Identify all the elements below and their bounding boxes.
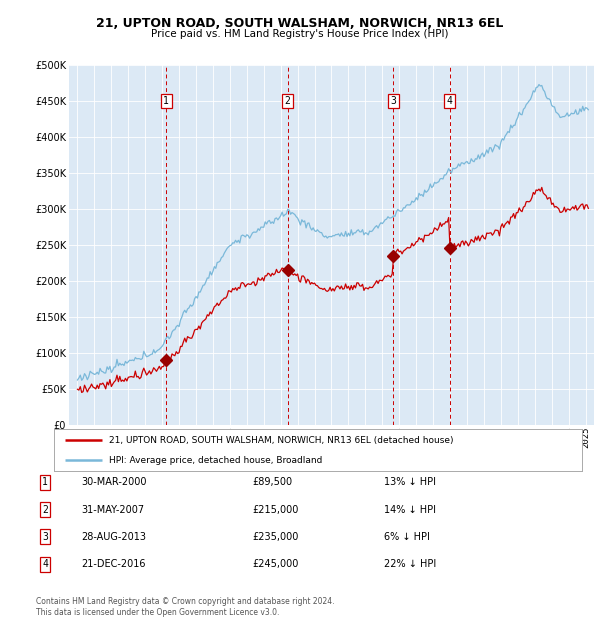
Text: HPI: Average price, detached house, Broadland: HPI: Average price, detached house, Broa… xyxy=(109,456,323,465)
Text: 31-MAY-2007: 31-MAY-2007 xyxy=(81,505,144,515)
Text: 1: 1 xyxy=(42,477,48,487)
Text: £245,000: £245,000 xyxy=(252,559,298,569)
Text: 4: 4 xyxy=(42,559,48,569)
Text: £235,000: £235,000 xyxy=(252,532,298,542)
Text: 22% ↓ HPI: 22% ↓ HPI xyxy=(384,559,436,569)
Text: 30-MAR-2000: 30-MAR-2000 xyxy=(81,477,146,487)
Text: £215,000: £215,000 xyxy=(252,505,298,515)
Text: 3: 3 xyxy=(42,532,48,542)
Text: Contains HM Land Registry data © Crown copyright and database right 2024.: Contains HM Land Registry data © Crown c… xyxy=(36,597,335,606)
Text: 6% ↓ HPI: 6% ↓ HPI xyxy=(384,532,430,542)
Text: 21, UPTON ROAD, SOUTH WALSHAM, NORWICH, NR13 6EL: 21, UPTON ROAD, SOUTH WALSHAM, NORWICH, … xyxy=(97,17,503,30)
Text: 21, UPTON ROAD, SOUTH WALSHAM, NORWICH, NR13 6EL (detached house): 21, UPTON ROAD, SOUTH WALSHAM, NORWICH, … xyxy=(109,435,454,445)
Text: 14% ↓ HPI: 14% ↓ HPI xyxy=(384,505,436,515)
Text: 2: 2 xyxy=(284,96,290,106)
Text: 13% ↓ HPI: 13% ↓ HPI xyxy=(384,477,436,487)
Text: 2: 2 xyxy=(42,505,48,515)
Text: 4: 4 xyxy=(446,96,452,106)
Text: 21-DEC-2016: 21-DEC-2016 xyxy=(81,559,146,569)
Text: 28-AUG-2013: 28-AUG-2013 xyxy=(81,532,146,542)
Text: 1: 1 xyxy=(163,96,169,106)
Text: £89,500: £89,500 xyxy=(252,477,292,487)
Text: 3: 3 xyxy=(391,96,397,106)
Text: This data is licensed under the Open Government Licence v3.0.: This data is licensed under the Open Gov… xyxy=(36,608,280,617)
Text: Price paid vs. HM Land Registry's House Price Index (HPI): Price paid vs. HM Land Registry's House … xyxy=(151,29,449,39)
